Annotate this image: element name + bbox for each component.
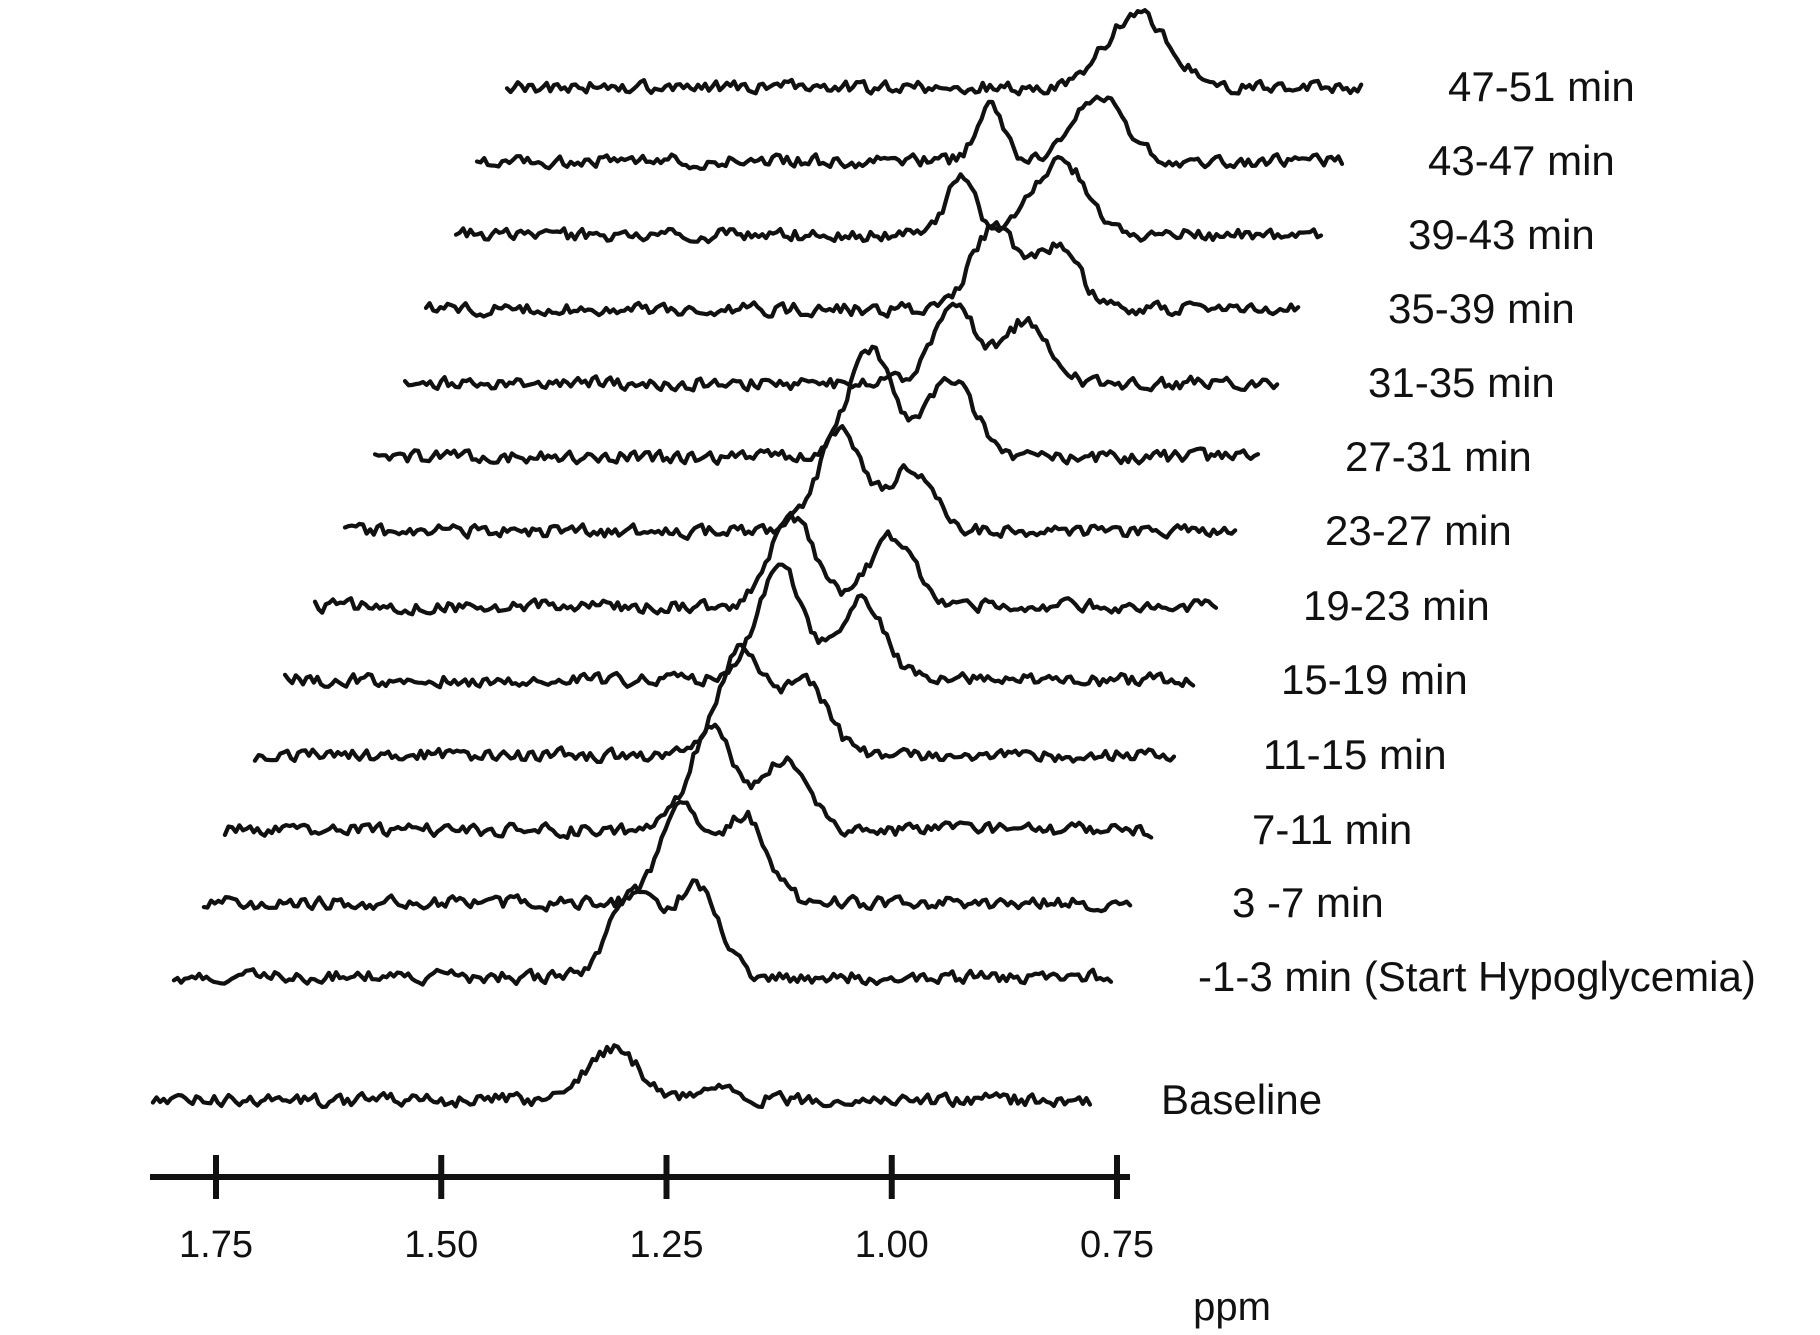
series-label: 39-43 min: [1408, 211, 1595, 258]
x-axis-ticks: [213, 1155, 1120, 1199]
x-axis: 1.75 1.50 1.25 1.00 0.75 ppm: [150, 1155, 1271, 1329]
series-label: 3 -7 min: [1232, 879, 1384, 926]
series-label: 23-27 min: [1325, 507, 1512, 554]
spectrum-trace: [342, 424, 1238, 541]
series-label: 7-11 min: [1252, 806, 1412, 853]
x-axis-tick-label: 0.75: [1080, 1224, 1154, 1266]
spectrum-trace: [171, 878, 1114, 987]
x-axis-tick-label: 1.25: [630, 1224, 704, 1266]
spectrum-trace: [222, 722, 1154, 841]
spectrum-trace: [150, 1043, 1093, 1110]
spectrum-trace: [504, 8, 1364, 97]
series-label: 47-51 min: [1448, 63, 1635, 110]
x-axis-tick-label: 1.00: [855, 1224, 929, 1266]
spectra-traces: [150, 8, 1364, 1110]
spectrum-trace: [282, 562, 1196, 690]
series-labels: Baseline -1-3 min (Start Hypoglycemia) 3 -…: [1161, 63, 1756, 1123]
spectrum-trace: [252, 642, 1177, 765]
series-label: Baseline: [1161, 1076, 1322, 1123]
x-axis-tick-label: 1.50: [404, 1224, 478, 1266]
series-label: 43-47 min: [1428, 137, 1615, 184]
series-label: 19-23 min: [1303, 582, 1490, 629]
series-label: 11-15 min: [1263, 731, 1447, 778]
spectrum-trace: [474, 94, 1345, 171]
spectrum-trace: [402, 301, 1280, 393]
spectrum-trace: [372, 344, 1261, 466]
spectrum-trace: [423, 223, 1301, 319]
x-axis-tick-label: 1.75: [179, 1224, 253, 1266]
series-label: 27-31 min: [1345, 433, 1532, 480]
series-label: 31-35 min: [1368, 359, 1555, 406]
x-axis-unit-label: ppm: [1193, 1285, 1271, 1329]
x-axis-tick-labels: 1.75 1.50 1.25 1.00 0.75: [179, 1224, 1154, 1266]
series-label: 35-39 min: [1388, 285, 1575, 332]
spectrum-trace: [201, 799, 1133, 914]
spectrum-trace: [453, 154, 1324, 245]
spectrum-trace: [312, 510, 1219, 617]
series-label: -1-3 min (Start Hypoglycemia): [1198, 953, 1756, 1000]
series-label: 15-19 min: [1281, 656, 1468, 703]
